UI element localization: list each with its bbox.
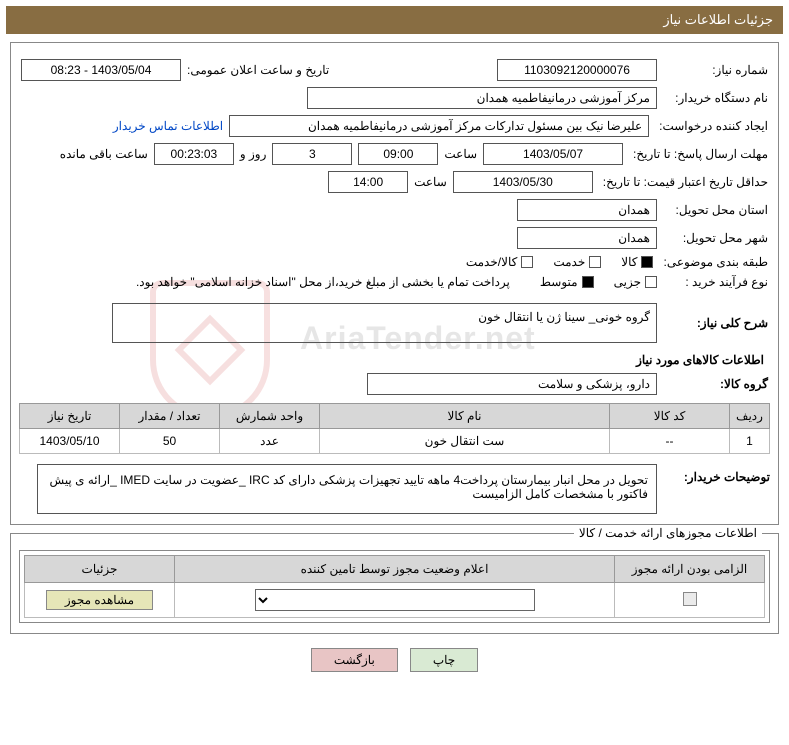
license-th-mandatory: الزامی بودن ارائه مجوز	[615, 556, 765, 583]
price-validity-date: 1403/05/30	[453, 171, 593, 193]
pv-time-label: ساعت	[414, 175, 447, 189]
need-number-value: 1103092120000076	[497, 59, 657, 81]
license-th-details: جزئیات	[25, 556, 175, 583]
row-buyer-org: نام دستگاه خریدار: مرکز آموزشی درمانیفاط…	[21, 87, 768, 109]
cell-unit: عدد	[220, 429, 320, 454]
row-price-validity: حداقل تاریخ اعتبار قیمت: تا تاریخ: 1403/…	[21, 171, 768, 193]
print-button[interactable]: چاپ	[410, 648, 478, 672]
need-number-label: شماره نیاز:	[663, 63, 768, 77]
requester-value: علیرضا نیک بین مسئول تدارکات مرکز آموزشی…	[229, 115, 649, 137]
license-section-title: اطلاعات مجوزهای ارائه خدمت / کالا	[574, 526, 762, 540]
category-label: طبقه بندی موضوعی:	[659, 255, 768, 269]
description-text: گروه خونی_ سینا ژن یا انتقال خون	[112, 303, 657, 343]
goods-section-title: اطلاعات کالاهای مورد نیاز	[25, 353, 764, 367]
license-mandatory-checkbox[interactable]	[683, 592, 697, 606]
license-th-status: اعلام وضعیت مجوز توسط تامین کننده	[175, 556, 615, 583]
process-radio-minor[interactable]	[645, 276, 657, 288]
response-date: 1403/05/07	[483, 143, 623, 165]
row-need-number: شماره نیاز: 1103092120000076 تاریخ و ساع…	[21, 59, 768, 81]
announce-label: تاریخ و ساعت اعلان عمومی:	[187, 63, 329, 77]
process-note: پرداخت تمام یا بخشی از مبلغ خرید،از محل …	[136, 275, 510, 289]
process-radio-group: جزیی متوسط	[540, 275, 657, 289]
goods-th-date: تاریخ نیاز	[20, 404, 120, 429]
remain-label: ساعت باقی مانده	[60, 147, 148, 161]
goods-th-qty: تعداد / مقدار	[120, 404, 220, 429]
goods-th-name: نام کالا	[320, 404, 610, 429]
page-title-bar: جزئیات اطلاعات نیاز	[6, 6, 783, 34]
process-opt-0: جزیی	[614, 275, 641, 289]
goods-group-value: دارو، پزشکی و سلامت	[367, 373, 657, 395]
delivery-province-value: همدان	[517, 199, 657, 221]
main-fieldset: شماره نیاز: 1103092120000076 تاریخ و ساع…	[10, 42, 779, 525]
category-radio-both[interactable]	[521, 256, 533, 268]
license-row: مشاهده مجوز	[25, 583, 765, 618]
cell-code: --	[610, 429, 730, 454]
category-radio-group: کالا خدمت کالا/خدمت	[466, 255, 654, 269]
page-title: جزئیات اطلاعات نیاز	[663, 12, 773, 27]
remain-time: 00:23:03	[154, 143, 234, 165]
row-delivery-province: استان محل تحویل: همدان	[21, 199, 768, 221]
row-delivery-city: شهر محل تحویل: همدان	[21, 227, 768, 249]
cell-date: 1403/05/10	[20, 429, 120, 454]
view-license-button[interactable]: مشاهده مجوز	[46, 590, 153, 610]
price-validity-time: 14:00	[328, 171, 408, 193]
goods-th-idx: ردیف	[730, 404, 770, 429]
buyer-desc-label: توضیحات خریدار:	[665, 464, 770, 484]
cell-qty: 50	[120, 429, 220, 454]
requester-label: ایجاد کننده درخواست:	[655, 119, 768, 133]
remain-days: 3	[272, 143, 352, 165]
buyer-desc-text: تحویل در محل انبار بیمارستان پرداخت4 ماه…	[37, 464, 657, 514]
row-requester: ایجاد کننده درخواست: علیرضا نیک بین مسئو…	[21, 115, 768, 137]
back-button[interactable]: بازگشت	[311, 648, 398, 672]
row-response-deadline: مهلت ارسال پاسخ: تا تاریخ: 1403/05/07 سا…	[21, 143, 768, 165]
license-status-select[interactable]	[255, 589, 535, 611]
goods-th-code: کد کالا	[610, 404, 730, 429]
price-validity-label: حداقل تاریخ اعتبار قیمت: تا تاریخ:	[599, 175, 768, 189]
delivery-province-label: استان محل تحویل:	[663, 203, 768, 217]
category-opt-2: کالا/خدمت	[466, 255, 517, 269]
description-label: شرح کلی نیاز:	[663, 316, 768, 330]
license-fieldset: اطلاعات مجوزهای ارائه خدمت / کالا الزامی…	[10, 533, 779, 634]
row-category: طبقه بندی موضوعی: کالا خدمت کالا/خدمت	[21, 255, 768, 269]
buyer-contact-link[interactable]: اطلاعات تماس خریدار	[113, 119, 223, 133]
process-opt-1: متوسط	[540, 275, 578, 289]
category-opt-0: کالا	[621, 255, 637, 269]
license-table: الزامی بودن ارائه مجوز اعلام وضعیت مجوز …	[24, 555, 765, 618]
days-label: روز و	[240, 147, 267, 161]
row-description: شرح کلی نیاز: گروه خونی_ سینا ژن یا انتق…	[21, 303, 768, 343]
response-time: 09:00	[358, 143, 438, 165]
license-table-wrapper: الزامی بودن ارائه مجوز اعلام وضعیت مجوز …	[19, 550, 770, 623]
row-process-type: نوع فرآیند خرید : جزیی متوسط پرداخت تمام…	[21, 275, 768, 289]
delivery-city-label: شهر محل تحویل:	[663, 231, 768, 245]
row-goods-group: گروه کالا: دارو، پزشکی و سلامت	[21, 373, 768, 395]
table-row: 1 -- ست انتقال خون عدد 50 1403/05/10	[20, 429, 770, 454]
process-label: نوع فرآیند خرید :	[663, 275, 768, 289]
buyer-org-value: مرکز آموزشی درمانیفاطمیه همدان	[307, 87, 657, 109]
category-radio-goods[interactable]	[641, 256, 653, 268]
category-radio-service[interactable]	[589, 256, 601, 268]
cell-idx: 1	[730, 429, 770, 454]
category-opt-1: خدمت	[553, 255, 585, 269]
row-buyer-description: توضیحات خریدار: تحویل در محل انبار بیمار…	[19, 464, 770, 514]
footer-buttons: چاپ بازگشت	[0, 648, 789, 672]
goods-group-label: گروه کالا:	[663, 377, 768, 391]
process-radio-medium[interactable]	[582, 276, 594, 288]
buyer-org-label: نام دستگاه خریدار:	[663, 91, 768, 105]
resp-time-label: ساعت	[444, 147, 477, 161]
goods-table: ردیف کد کالا نام کالا واحد شمارش تعداد /…	[19, 403, 770, 454]
response-deadline-label: مهلت ارسال پاسخ: تا تاریخ:	[629, 147, 768, 161]
delivery-city-value: همدان	[517, 227, 657, 249]
goods-th-unit: واحد شمارش	[220, 404, 320, 429]
cell-name: ست انتقال خون	[320, 429, 610, 454]
announce-value: 1403/05/04 - 08:23	[21, 59, 181, 81]
